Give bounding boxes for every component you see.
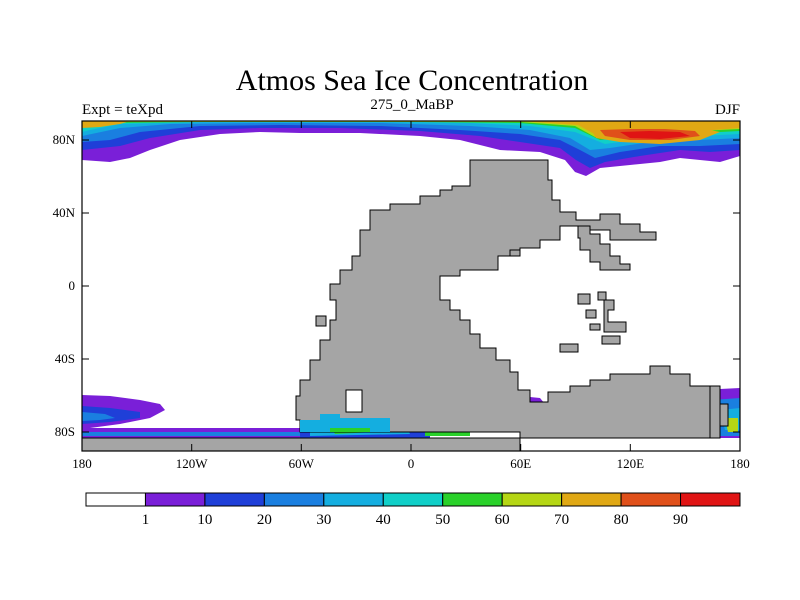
colorbar-labels: 1 10 20 30 40 50 60 70 80 90: [142, 512, 688, 528]
x-tick-label: 120W: [176, 456, 209, 471]
colorbar-swatch: [620, 492, 682, 507]
colorbar-swatch: [204, 492, 265, 507]
arctic-sea-ice: [82, 121, 740, 176]
x-tick-label: 60E: [510, 456, 531, 471]
colorbar-swatch: [442, 492, 503, 507]
colorbar-swatch: [263, 492, 325, 507]
y-tick-label: 0: [69, 278, 76, 293]
colorbar-swatch: [382, 492, 444, 507]
axis-ticks: [81, 121, 741, 451]
colorbar-label: 1: [142, 512, 150, 528]
landmasses: [82, 159, 729, 451]
y-tick-label: 80S: [55, 424, 75, 439]
colorbar-label: 50: [435, 512, 450, 528]
colorbar-swatch: [680, 492, 741, 507]
colorbar-label: 90: [673, 512, 688, 528]
time-label: 275_0_MaBP: [370, 97, 453, 113]
inland-sea: [345, 389, 363, 413]
season-label: DJF: [715, 102, 740, 118]
colorbar-swatch: [501, 492, 563, 507]
colorbar-label: 40: [376, 512, 391, 528]
colorbar-label: 20: [257, 512, 272, 528]
colorbar-label: 70: [554, 512, 569, 528]
x-tick-label: 0: [408, 456, 415, 471]
experiment-label: Expt = teXpd: [82, 102, 163, 118]
y-tick-label: 40N: [53, 205, 76, 220]
y-tick-labels: 80N 40N 0 40S 80S: [53, 132, 76, 439]
map-title: Atmos Sea Ice Concentration: [236, 64, 588, 97]
map-panel: [82, 121, 740, 451]
x-tick-label: 120E: [617, 456, 645, 471]
colorbar-swatch: [323, 492, 384, 507]
x-tick-label: 180: [72, 456, 92, 471]
south-polar-sea-core: [330, 428, 370, 432]
colorbar-label: 10: [197, 512, 212, 528]
colorbar-swatch: [144, 492, 206, 507]
y-tick-label: 80N: [53, 132, 76, 147]
x-tick-label: 60W: [289, 456, 315, 471]
x-tick-labels: 180 120W 60W 0 60E 120E 180: [72, 456, 750, 471]
colorbar-swatch: [561, 492, 622, 507]
x-tick-label: 180: [730, 456, 750, 471]
colorbar-swatch: [85, 492, 146, 507]
colorbar-label: 60: [495, 512, 510, 528]
colorbar: [85, 492, 741, 507]
colorbar-label: 80: [614, 512, 629, 528]
colorbar-label: 30: [316, 512, 331, 528]
south-polar-sea: [300, 414, 390, 432]
y-tick-label: 40S: [55, 351, 75, 366]
